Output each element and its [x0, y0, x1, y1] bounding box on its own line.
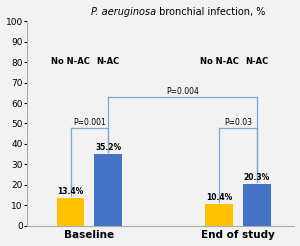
Bar	[94, 154, 122, 226]
Text: No N-AC: No N-AC	[200, 57, 238, 66]
Bar	[243, 184, 271, 226]
Text: 20.3%: 20.3%	[244, 173, 270, 182]
Text: 35.2%: 35.2%	[95, 143, 121, 152]
Text: N-AC: N-AC	[97, 57, 120, 66]
Text: P=0.004: P=0.004	[166, 87, 199, 96]
Text: 13.4%: 13.4%	[57, 187, 84, 196]
Text: N-AC: N-AC	[245, 57, 268, 66]
Text: 10.4%: 10.4%	[206, 193, 232, 202]
Text: P. aeruginosa: P. aeruginosa	[91, 7, 156, 17]
Bar	[57, 198, 84, 226]
Bar	[205, 204, 233, 226]
Text: bronchial infection, %: bronchial infection, %	[156, 7, 266, 17]
Text: P=0.001: P=0.001	[73, 118, 106, 126]
Text: P=0.03: P=0.03	[224, 118, 252, 126]
Text: No N-AC: No N-AC	[51, 57, 90, 66]
